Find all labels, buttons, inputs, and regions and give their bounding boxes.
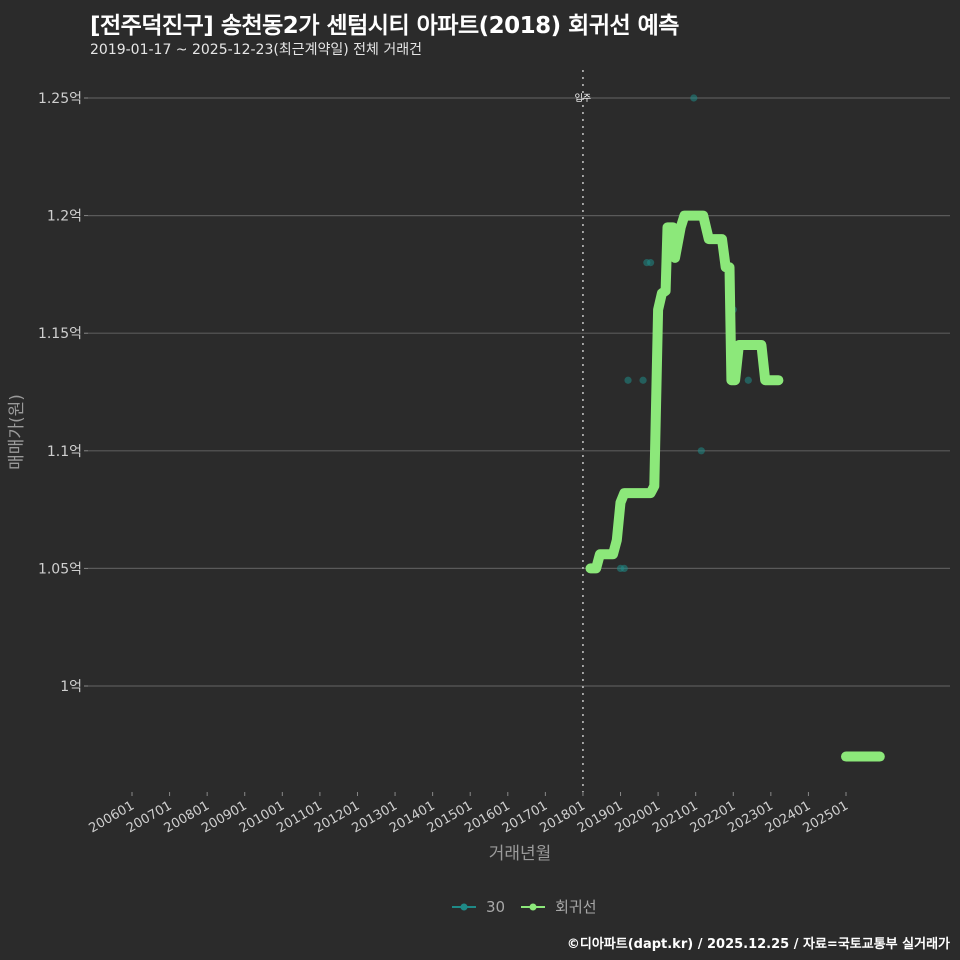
legend-line-icon — [521, 903, 546, 910]
transaction-point — [624, 376, 632, 384]
legend-scatter-icon — [452, 903, 476, 910]
legend-item-regression: 회귀선 — [521, 896, 597, 917]
y-tick-label: 1.1억 — [47, 444, 82, 460]
y-tick-label: 1.05억 — [38, 561, 82, 577]
footer-credit: ©디아파트(dapt.kr) / 2025.12.25 / 자료=국토교통부 실… — [566, 937, 950, 952]
y-tick-label: 1.15억 — [38, 326, 82, 342]
transaction-point — [690, 94, 698, 102]
regression-line — [585, 210, 885, 762]
legend-label: 회귀선 — [555, 898, 597, 916]
y-axis-title: 매매가(원) — [7, 394, 27, 470]
move-in-annotation: 입주 — [575, 70, 592, 792]
transaction-point — [744, 376, 752, 384]
legend-item-30: 30 — [452, 898, 505, 916]
y-tick-label: 1억 — [60, 679, 82, 695]
x-axis: 2006012007012008012009012010012011012012… — [87, 792, 851, 836]
y-tick-label: 1.2억 — [47, 209, 82, 225]
x-axis-title: 거래년월 — [489, 844, 552, 864]
y-tick-label: 1.25억 — [38, 91, 82, 107]
transaction-point — [620, 564, 628, 573]
grid-lines — [88, 97, 950, 687]
transaction-point — [697, 447, 705, 455]
chart-title: [전주덕진구] 송천동2가 센텀시티 아파트(2018) 회귀선 예측 — [90, 13, 679, 39]
legend: 30 회귀선 — [452, 896, 605, 917]
y-axis: 1억 1.05억 1.1억 1.15억 1.2억 1.25억 — [38, 91, 88, 695]
transaction-point — [639, 376, 647, 384]
legend-label: 30 — [486, 897, 506, 916]
transaction-point — [646, 259, 655, 267]
chart-subtitle: 2019-01-17 ~ 2025-12-23(최근계약일) 전체 거래건 — [90, 42, 422, 58]
move-in-label: 입주 — [575, 92, 592, 104]
